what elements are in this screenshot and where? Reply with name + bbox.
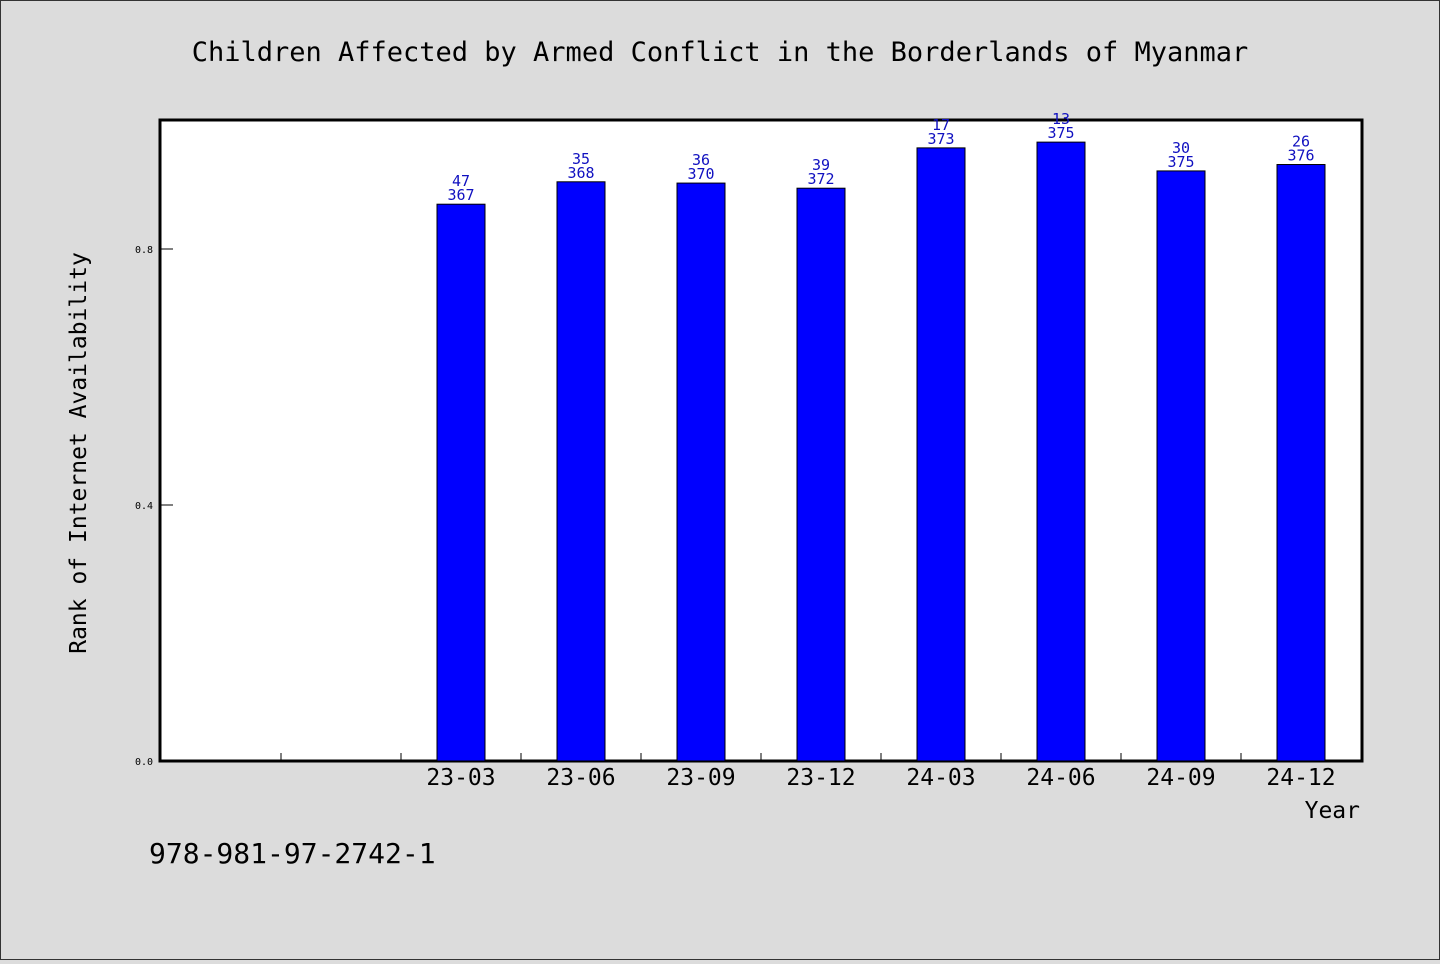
data-label-top: 30	[1172, 139, 1190, 157]
bar-23-03	[436, 203, 486, 762]
data-label-bottom: 367	[447, 186, 474, 204]
y-tick-label: 0.0	[135, 757, 153, 768]
x-tick-label: 24-03	[906, 765, 975, 791]
y-axis-label: Rank of Internet Availability	[66, 252, 92, 654]
data-label-bottom: 370	[687, 165, 714, 183]
bar-23-12	[796, 187, 846, 762]
chart-title: Children Affected by Armed Conflict in t…	[192, 37, 1249, 68]
data-label-bottom: 376	[1287, 147, 1314, 165]
x-axis: 23-03 23-06 23-09 23-12 24-03 24-06 24-09 24-12	[280, 753, 1336, 791]
bar-23-06	[556, 181, 606, 762]
x-tick-label: 23-09	[666, 765, 735, 791]
bar-24-03	[916, 147, 966, 762]
x-tick-label: 24-09	[1146, 765, 1215, 791]
data-label-bottom: 372	[807, 170, 834, 188]
bar-24-09	[1156, 170, 1206, 762]
bar-series	[436, 141, 1326, 762]
isbn-footer: 978-981-97-2742-1	[149, 837, 436, 870]
data-label-top: 17	[932, 116, 950, 134]
data-label-bottom: 368	[567, 164, 594, 182]
bar-24-06	[1036, 141, 1086, 762]
data-label-bottom: 375	[1047, 124, 1074, 142]
x-tick-label: 23-06	[546, 765, 615, 791]
data-label-bottom: 373	[927, 130, 954, 148]
x-tick-label: 24-06	[1026, 765, 1095, 791]
x-tick-label: 23-03	[426, 765, 495, 791]
data-label-top: 36	[692, 151, 710, 169]
x-tick-label: 24-12	[1266, 765, 1335, 791]
data-label-top: 26	[1292, 133, 1310, 151]
y-tick-label: 0.8	[135, 245, 153, 256]
data-label-top: 35	[572, 150, 590, 168]
data-label-top: 47	[452, 172, 470, 190]
data-label-top: 39	[812, 156, 830, 174]
bar-24-12	[1276, 164, 1326, 762]
data-label-top: 13	[1052, 110, 1070, 128]
x-axis-label: Year	[1305, 798, 1360, 824]
y-tick-label: 0.4	[135, 501, 153, 512]
bar-23-09	[676, 182, 726, 762]
y-axis: 0.0 0.4 0.8	[135, 245, 173, 768]
x-tick-label: 23-12	[786, 765, 855, 791]
data-label-bottom: 375	[1167, 153, 1194, 171]
